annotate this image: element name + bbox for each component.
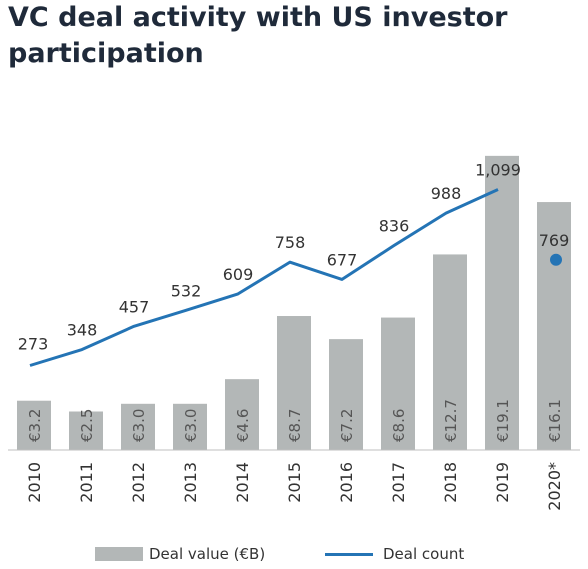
bar-label-2010: €3.2: [26, 409, 44, 442]
x-tick-2013: 2013: [181, 462, 200, 503]
bar-2013: [173, 403, 207, 450]
line-label-2011: 348: [67, 321, 98, 340]
bar-2010: [17, 400, 51, 450]
bar-2015: [277, 316, 311, 450]
legend-label-deal-value: Deal value (€B): [149, 545, 266, 563]
line-label-2010: 273: [18, 335, 49, 354]
bar-2019: [485, 155, 519, 451]
line-label-2012: 457: [119, 297, 150, 316]
deal-count-line: [29, 188, 499, 367]
point-label-2020*: 769: [539, 231, 570, 250]
x-tick-2016: 2016: [337, 462, 356, 503]
bar-group: [17, 155, 571, 451]
line-label-2016: 677: [327, 250, 358, 269]
bar-label-group: €3.2 €2.5 €3.0 €3.0 €4.6 €8.7 €7.2 €8.6 €12.7 €19…: [26, 399, 564, 442]
bar-label-2016: €7.2: [338, 409, 356, 442]
bar-2020*: [537, 202, 571, 450]
line-label-2019: 1,099: [475, 160, 521, 179]
chart-canvas: €3.2 €2.5 €3.0 €3.0 €4.6 €8.7 €7.2 €8.6 €12.7 €19…: [8, 155, 580, 511]
x-tick-2015: 2015: [285, 462, 304, 503]
line-label-2018: 988: [431, 184, 462, 203]
bar-label-2020*: €16.1: [546, 399, 564, 442]
x-tick-group: 2010 2011 2012 2013 2014 2015 2016 2017 2018 2019…: [25, 462, 564, 511]
line-label-group: 273 348 457 532 609 758 677 836 988 1,099 769: [18, 160, 570, 353]
bar-2012: [121, 403, 155, 450]
x-tick-2011: 2011: [77, 462, 96, 503]
x-tick-2018: 2018: [441, 462, 460, 503]
bar-2014: [225, 379, 259, 450]
bar-label-2017: €8.6: [390, 409, 408, 442]
line-group: [29, 188, 562, 367]
line-label-2013: 532: [171, 281, 202, 300]
line-label-2014: 609: [223, 265, 254, 284]
bar-2017: [381, 317, 415, 450]
bar-label-2015: €8.7: [286, 409, 304, 442]
bar-2011: [69, 411, 103, 450]
legend: Deal value (€B) Deal count: [0, 545, 588, 567]
line-label-2015: 758: [275, 233, 306, 252]
legend-item-deal-count: Deal count: [325, 545, 464, 563]
bar-label-2018: €12.7: [442, 399, 460, 442]
bar-2016: [329, 339, 363, 450]
x-tick-2019: 2019: [493, 462, 512, 503]
x-tick-2020*: 2020*: [545, 462, 564, 511]
legend-swatch-line: [325, 552, 373, 556]
x-tick-2010: 2010: [25, 462, 44, 503]
x-tick-2017: 2017: [389, 462, 408, 503]
point-2020*: [550, 253, 562, 266]
legend-item-deal-value: Deal value (€B): [95, 545, 265, 563]
x-tick-2012: 2012: [129, 462, 148, 503]
bar-label-2019: €19.1: [494, 399, 512, 442]
legend-label-deal-count: Deal count: [383, 545, 465, 563]
line-label-2017: 836: [379, 217, 410, 236]
bar-label-2014: €4.6: [234, 409, 252, 442]
bar-label-2011: €2.5: [78, 409, 96, 442]
bar-2018: [433, 254, 467, 450]
bar-label-2013: €3.0: [182, 409, 200, 442]
chart-title: VC deal activity with US investor partic…: [8, 2, 508, 69]
x-tick-2014: 2014: [233, 462, 252, 503]
legend-swatch-bar: [95, 547, 143, 561]
bar-label-2012: €3.0: [130, 409, 148, 442]
